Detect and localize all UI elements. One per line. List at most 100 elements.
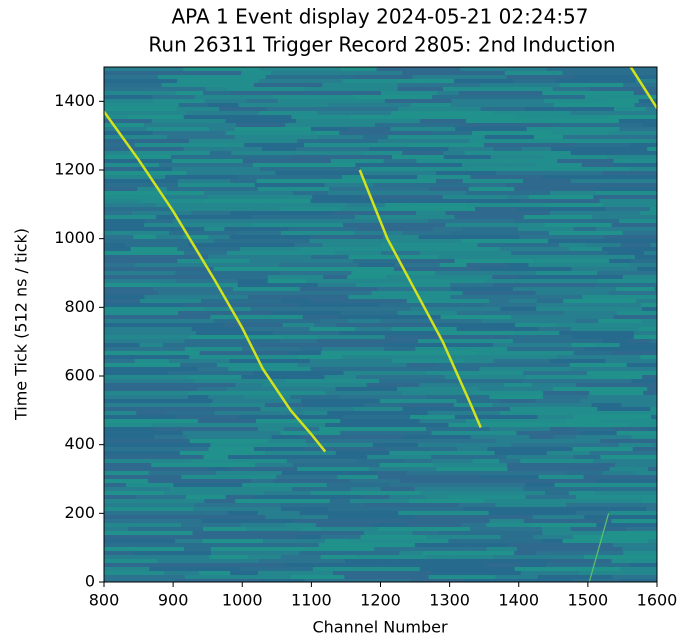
noise-stripe [209,127,235,131]
noise-stripe [339,331,439,335]
noise-stripe [272,479,323,483]
noise-stripe [292,191,328,195]
noise-stripe [260,407,295,411]
noise-stripe [299,551,400,555]
noise-stripe [454,215,524,219]
noise-stripe [213,239,310,243]
noise-stripe [431,571,521,575]
y-tick-label: 1400 [54,91,95,110]
noise-stripe [347,319,381,323]
noise-stripe [533,255,575,259]
noise-stripe [578,291,609,295]
noise-stripe [637,267,657,271]
noise-stripe [177,179,231,183]
noise-stripe [602,203,657,207]
noise-stripe [104,491,165,495]
noise-stripe [469,183,506,187]
noise-stripe [535,163,582,167]
noise-stripe [462,291,536,295]
noise-stripe [151,119,226,123]
noise-stripe [104,295,145,299]
noise-stripe [552,87,590,91]
noise-stripe [104,575,186,579]
noise-stripe [104,287,153,291]
noise-stripe [175,539,203,543]
noise-stripe [587,395,656,399]
noise-stripe [280,503,365,507]
noise-stripe [479,367,572,371]
noise-stripe [585,243,621,247]
noise-stripe [389,451,495,455]
noise-stripe [438,255,534,259]
noise-stripe [264,403,306,407]
noise-stripe [104,115,128,119]
noise-stripe [572,335,634,339]
noise-stripe [438,331,516,335]
noise-stripe [397,83,420,87]
noise-stripe [323,275,348,279]
noise-stripe [572,279,598,283]
noise-stripe [104,475,182,479]
noise-stripe [169,359,230,363]
noise-stripe [520,563,547,567]
noise-stripe [523,215,593,219]
noise-stripe [454,259,535,263]
noise-stripe [307,443,373,447]
noise-stripe [261,383,367,387]
noise-stripe [265,451,336,455]
noise-stripe [443,491,545,495]
noise-stripe [614,459,657,463]
noise-stripe [263,155,290,159]
noise-stripe [428,575,496,579]
noise-stripe [582,543,614,547]
noise-stripe [290,575,345,579]
noise-stripe [230,211,334,215]
noise-stripe [619,343,657,347]
noise-stripe [535,551,624,555]
track [588,513,610,583]
noise-stripe [183,235,209,239]
noise-stripe [104,103,179,107]
noise-stripe [378,527,471,531]
noise-stripe [178,311,272,315]
noise-stripe [174,579,202,582]
noise-stripe [104,163,159,167]
noise-stripe [465,359,494,363]
noise-stripe [176,107,220,111]
x-tick-label: 900 [158,591,189,610]
noise-stripe [343,223,446,227]
noise-stripe [241,71,272,75]
noise-stripe [395,559,450,563]
noise-stripe [280,271,352,275]
noise-stripe [201,199,311,203]
noise-stripe [525,483,555,487]
noise-stripe [597,279,657,283]
noise-stripe [297,355,343,359]
noise-stripe [387,227,433,231]
noise-stripe [253,495,363,499]
noise-stripe [594,491,657,495]
noise-stripe [410,415,455,419]
noise-stripe [629,143,657,147]
noise-stripe [569,363,627,367]
noise-stripe [443,155,491,159]
noise-stripe [104,251,185,255]
noise-stripe [462,227,518,231]
noise-stripe [538,475,584,479]
noise-stripe [374,547,440,551]
noise-stripe [350,479,401,483]
noise-stripe [552,387,648,391]
noise-stripe [328,507,398,511]
noise-stripe [366,383,420,387]
noise-stripe [204,307,251,311]
noise-stripe [362,175,418,179]
noise-stripe [104,327,192,331]
noise-stripe [443,151,465,155]
noise-stripe [411,579,464,582]
noise-stripe [350,539,449,543]
noise-stripe [104,455,204,459]
noise-stripe [367,455,432,459]
noise-stripe [201,519,294,523]
noise-stripe [291,91,340,95]
noise-stripe [317,283,357,287]
